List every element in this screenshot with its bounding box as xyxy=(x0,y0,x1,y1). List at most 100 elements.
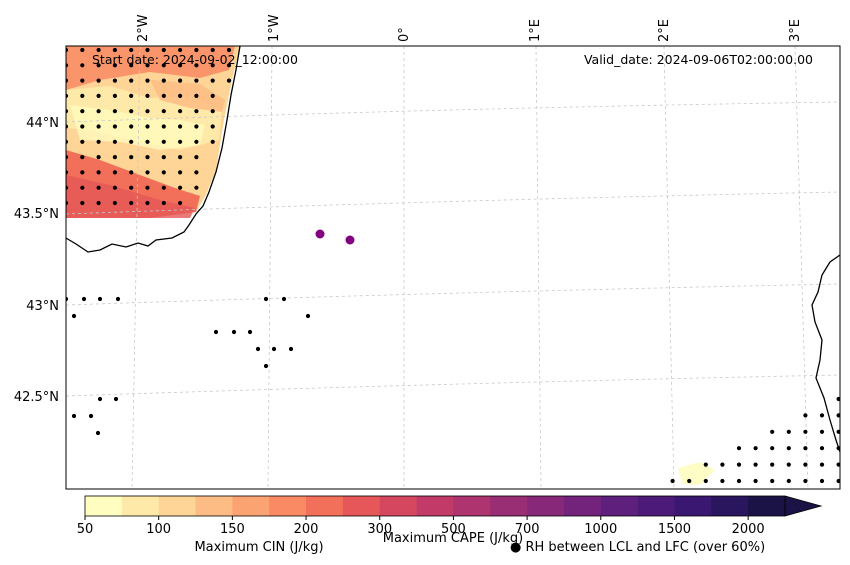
rh-dot xyxy=(112,139,117,144)
coastline xyxy=(66,46,840,453)
rh-dot xyxy=(736,462,742,467)
rh-dot xyxy=(80,170,85,175)
rh-dot xyxy=(112,93,117,98)
lon-label-2w: 2°W xyxy=(136,14,151,42)
rh-dot xyxy=(161,185,166,190)
rh-dot xyxy=(80,78,85,83)
rh-dot xyxy=(247,329,253,335)
rh-dot xyxy=(96,78,101,83)
rh-dot xyxy=(194,63,199,68)
rh-dot xyxy=(66,185,69,190)
rh-dot xyxy=(129,200,134,206)
rh-dot xyxy=(66,47,69,53)
rh-dot xyxy=(263,296,269,302)
rh-dot xyxy=(836,413,840,418)
cape-point xyxy=(315,229,325,239)
rh-dot xyxy=(803,462,808,467)
rh-dot xyxy=(178,63,183,68)
rh-dot xyxy=(194,109,199,114)
rh-dot xyxy=(115,296,121,302)
rh-dot xyxy=(194,124,199,129)
rh-dot xyxy=(161,109,166,114)
rh-dot xyxy=(80,109,85,114)
colorbar-tick-label: 500 xyxy=(441,522,466,537)
rh-dot xyxy=(753,462,758,467)
colorbar-segment xyxy=(158,496,197,516)
rh-dot xyxy=(786,446,791,451)
rh-dot xyxy=(95,430,101,436)
rh-dot xyxy=(161,78,166,83)
rh-dot xyxy=(81,296,87,302)
cape-point xyxy=(345,235,355,245)
colorbar-tick-label: 200 xyxy=(294,522,319,537)
colorbar-segment xyxy=(453,496,491,516)
colorbar-tick-label: 700 xyxy=(515,522,540,537)
rh-dot xyxy=(210,63,215,68)
rh-dot xyxy=(753,446,758,451)
rh-dot xyxy=(178,78,183,83)
rh-dot xyxy=(803,413,808,418)
rh-dot xyxy=(720,462,725,467)
rh-dot xyxy=(703,478,708,484)
lon-label-1e: 1°E xyxy=(528,19,543,42)
graticule xyxy=(66,46,840,489)
rh-dot xyxy=(836,478,840,484)
rh-dot xyxy=(210,47,215,53)
rh-dot xyxy=(145,185,150,190)
rh-dots xyxy=(66,47,840,484)
colorbar-segment xyxy=(711,496,749,516)
rh-dot xyxy=(80,155,85,160)
rh-dot xyxy=(226,78,232,83)
rh-dot xyxy=(178,155,183,160)
rh-dot xyxy=(161,139,166,144)
rh-dot xyxy=(80,124,85,129)
colorbar-segment xyxy=(306,496,344,516)
colorbar-tick-label: 2000 xyxy=(732,522,765,537)
rh-dot xyxy=(129,78,134,83)
colorbar-segment xyxy=(232,496,270,516)
rh-dot xyxy=(836,396,840,402)
rh-dot xyxy=(66,124,69,129)
colorbar-segment xyxy=(600,496,639,516)
rh-dot xyxy=(770,462,775,467)
rh-dot xyxy=(736,446,742,451)
rh-dot xyxy=(129,170,134,175)
rh-dot xyxy=(178,93,183,98)
rh-dot xyxy=(129,155,134,160)
rh-dot xyxy=(96,109,101,114)
rh-dot xyxy=(178,139,183,144)
rh-dot xyxy=(66,78,69,83)
rh-dot xyxy=(112,124,117,129)
lon-label-0: 0° xyxy=(397,27,412,42)
colorbar-segment xyxy=(121,496,160,516)
rh-dot xyxy=(720,478,725,484)
rh-dot xyxy=(819,446,825,451)
rh-dot xyxy=(836,462,840,467)
rh-dot xyxy=(819,413,825,418)
rh-dot xyxy=(210,124,215,129)
rh-dot xyxy=(112,155,117,160)
colorbar-segment xyxy=(490,496,528,516)
rh-dot xyxy=(96,170,101,175)
colorbar-ticks: 50 100 150 200 300 500 700 1000 1500 2000 xyxy=(77,516,765,537)
rh-dot xyxy=(145,93,150,98)
colorbar-segment xyxy=(269,496,307,516)
rh-dot xyxy=(161,155,166,160)
rh-dot xyxy=(145,139,150,144)
colorbar-segment xyxy=(527,496,565,516)
rh-dot xyxy=(161,200,166,206)
rh-dot xyxy=(145,155,150,160)
rh-dot xyxy=(786,462,791,467)
rh-dot xyxy=(129,93,134,98)
colorbar-tick-label: 100 xyxy=(146,522,171,537)
rh-dot xyxy=(66,296,69,302)
colorbar-segment xyxy=(637,496,675,516)
rh-dot xyxy=(96,124,101,129)
rh-dot xyxy=(96,93,101,98)
rh-dot xyxy=(66,109,69,114)
rh-dot xyxy=(66,200,69,206)
rh-dot xyxy=(210,93,215,98)
lat-label-43n: 43°N xyxy=(26,299,59,314)
rh-dot xyxy=(178,109,183,114)
rh-dot xyxy=(145,78,150,83)
